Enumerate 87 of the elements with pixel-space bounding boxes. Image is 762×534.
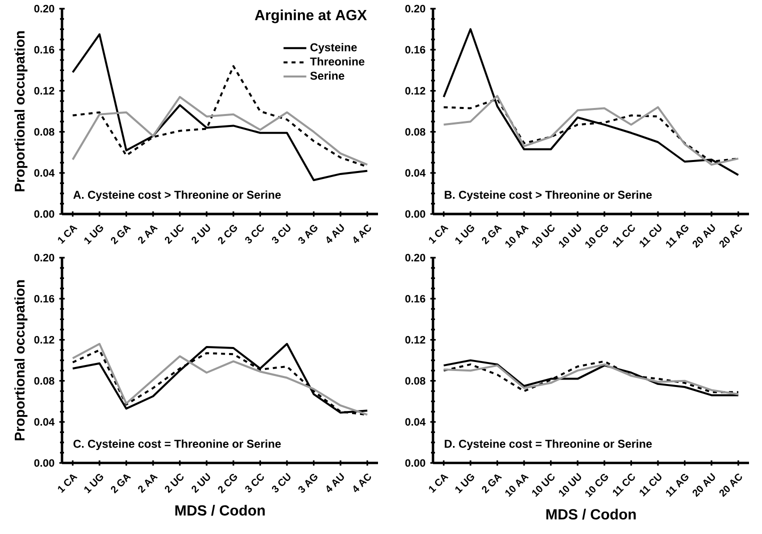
y-tick-label: 0.12 xyxy=(405,87,426,95)
legend-label: Cysteine xyxy=(310,43,357,54)
y-tick-label: 0.08 xyxy=(405,128,426,136)
line-series xyxy=(442,28,740,176)
annotation: A. Cysteine cost > Threonine or Serine xyxy=(73,190,281,202)
x-tick-label: 2 UU xyxy=(192,472,210,494)
x-tick-label: 2 UC xyxy=(164,224,184,244)
x-tick-label: 2 AA xyxy=(138,474,158,494)
x-tick-label: 4 AC xyxy=(353,224,371,244)
x-tick-label: 11 CC xyxy=(612,224,635,248)
x-tick-label: 10 UU xyxy=(558,224,582,248)
legend-label: Serine xyxy=(310,71,344,80)
x-tick-label: 3 CU xyxy=(272,472,290,492)
x-tick-label: 11 CU xyxy=(640,224,662,248)
line-series xyxy=(72,96,368,166)
x-tick-label: 2 CG xyxy=(218,474,238,494)
x-tick-label: 3 CC xyxy=(245,224,264,244)
x-tick-label: 10 UC xyxy=(532,474,555,497)
x-tick-label: 1 UG xyxy=(84,474,104,494)
x-tick-label: 20 AC xyxy=(719,224,742,248)
x-tick-label: 2 CG xyxy=(218,224,238,245)
x-tick-label: 1 CA xyxy=(58,225,78,244)
x-tick-label: 1 CA xyxy=(428,225,448,244)
x-tick-label: 10 CG xyxy=(585,224,608,248)
x-tick-label: 1 UG xyxy=(455,474,474,494)
x-tick-label: 20 AU xyxy=(692,472,715,498)
x-tick-label: 10 AA xyxy=(505,474,529,497)
x-tick-label: 11 AG xyxy=(666,474,688,497)
y-tick-label: 0.08 xyxy=(405,377,426,385)
y-tick-label: 0.04 xyxy=(34,169,55,177)
x-tick-label: 11 CU xyxy=(640,472,662,496)
y-tick-label: 0.04 xyxy=(405,169,426,177)
x-axis-title: MDS / Codon xyxy=(546,508,636,520)
y-tick-label: 0.04 xyxy=(34,418,55,426)
y-tick-label: 0.16 xyxy=(34,294,54,302)
annotation: C. Cysteine cost = Threonine or Serine xyxy=(74,439,281,450)
x-tick-label: 1 CA xyxy=(58,474,78,493)
x-tick-label: 2 GA xyxy=(482,474,502,494)
y-tick-label: 0.20 xyxy=(405,4,426,12)
x-tick-label: 2 UU xyxy=(192,224,210,244)
x-tick-label: 10 AA xyxy=(505,225,529,248)
y-tick-label: 0.16 xyxy=(405,46,426,54)
x-tick-label: 2 GA xyxy=(110,474,132,494)
y-tick-label: 0.00 xyxy=(34,210,54,218)
line-series xyxy=(72,33,368,182)
y-tick-label: 0.00 xyxy=(34,459,54,467)
y-tick-label: 0.04 xyxy=(405,418,426,426)
x-tick-label: 4 AU xyxy=(326,472,344,492)
annotation: D. Cysteine cost = Threonine or Serine xyxy=(444,439,652,450)
legend-label: Threonine xyxy=(310,57,364,66)
x-tick-label: 20 AC xyxy=(719,474,742,498)
y-tick-label: 0.00 xyxy=(405,210,426,218)
y-tick-label: 0.12 xyxy=(405,336,426,344)
annotation: B. Cysteine cost > Threonine or Serine xyxy=(444,190,652,202)
x-tick-label: 3 AG xyxy=(298,224,318,244)
y-tick-label: 0.12 xyxy=(34,87,54,95)
y-tick-label: 0.20 xyxy=(405,254,426,262)
x-tick-label: 4 AC xyxy=(353,474,371,492)
x-tick-label: 2 GA xyxy=(482,225,502,245)
x-tick-label: 1 CA xyxy=(428,474,448,493)
x-tick-label: 10 UC xyxy=(532,224,555,248)
chart-title: Arginine at AGX xyxy=(254,9,367,24)
x-tick-label: 10 CG xyxy=(585,474,608,498)
y-tick-label: 0.00 xyxy=(405,459,426,467)
y-tick-label: 0.08 xyxy=(34,128,54,136)
y-tick-label: 0.20 xyxy=(34,254,54,262)
y-tick-label: 0.20 xyxy=(34,4,54,12)
x-tick-label: 3 CU xyxy=(272,224,290,244)
y-tick-label: 0.12 xyxy=(34,336,54,344)
y-tick-label: 0.16 xyxy=(405,294,426,302)
x-axis-title: MDS / Codon xyxy=(175,504,265,516)
x-tick-label: 11 CC xyxy=(612,474,635,496)
x-tick-label: 1 UG xyxy=(455,224,474,244)
x-tick-label: 10 UU xyxy=(558,472,582,497)
y-axis-title: Proportional occupation xyxy=(14,280,28,440)
y-tick-label: 0.16 xyxy=(34,46,54,54)
x-tick-label: 2 UC xyxy=(164,474,184,494)
y-tick-label: 0.08 xyxy=(34,377,54,385)
y-axis-title: Proportional occupation xyxy=(14,31,28,192)
x-tick-label: 1 UG xyxy=(84,224,104,244)
x-tick-label: 2 AA xyxy=(138,225,158,244)
x-tick-label: 11 AG xyxy=(666,224,688,248)
x-tick-label: 2 GA xyxy=(110,225,132,245)
x-tick-label: 20 AU xyxy=(692,224,715,248)
x-tick-label: 4 AU xyxy=(326,224,344,244)
x-tick-label: 3 CC xyxy=(245,474,264,492)
x-tick-label: 3 AG xyxy=(298,474,318,493)
